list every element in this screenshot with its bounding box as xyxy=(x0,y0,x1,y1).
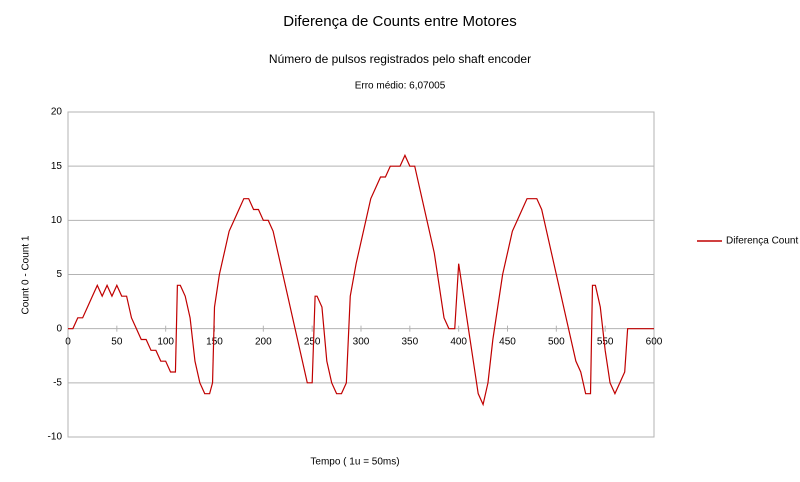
x-tick-label: 50 xyxy=(111,336,123,347)
x-tick-label: 500 xyxy=(548,336,565,347)
plot-frame xyxy=(67,111,655,438)
y-tick-label: 15 xyxy=(51,161,63,172)
chart-subtitle: Número de pulsos registrados pelo shaft … xyxy=(269,52,531,66)
x-tick-label: 300 xyxy=(353,336,370,347)
x-tick-label: 550 xyxy=(597,336,614,347)
x-tick-label: 400 xyxy=(450,336,467,347)
y-tick-label: 0 xyxy=(56,323,62,334)
chart-title: Diferença de Counts entre Motores xyxy=(283,13,516,30)
y-axis-label: Count 0 - Count 1 xyxy=(21,235,32,314)
x-tick-label: 250 xyxy=(304,336,321,347)
legend-label: Diferença Count xyxy=(726,236,798,247)
y-tick-label: -5 xyxy=(53,377,62,388)
x-axis-label: Tempo ( 1u = 50ms) xyxy=(310,457,399,468)
x-tick-label: 600 xyxy=(646,336,663,347)
x-tick-label: 100 xyxy=(157,336,174,347)
y-tick-label: 20 xyxy=(51,107,63,118)
x-tick-label: 200 xyxy=(255,336,272,347)
annotation: Erro médio: 6,07005 xyxy=(355,81,446,92)
data-line xyxy=(68,153,654,407)
x-tick-label: 350 xyxy=(401,336,418,347)
x-tick-label: 150 xyxy=(206,336,223,347)
y-tick-label: 5 xyxy=(56,269,62,280)
y-tick-label: -10 xyxy=(48,432,63,443)
y-tick-label: 10 xyxy=(51,215,63,226)
x-tick-label: 450 xyxy=(499,336,516,347)
x-tick-label: 0 xyxy=(65,336,71,347)
